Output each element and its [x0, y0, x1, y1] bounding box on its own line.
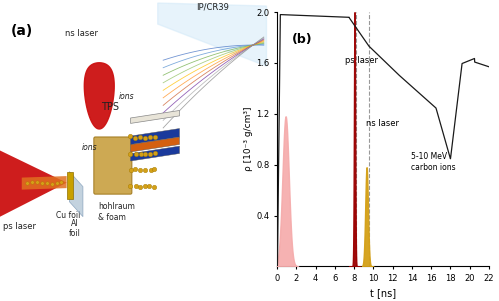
Text: ps laser: ps laser: [2, 222, 36, 231]
Polygon shape: [131, 129, 180, 144]
Text: ns laser: ns laser: [366, 119, 400, 129]
Polygon shape: [0, 150, 67, 217]
Text: Al
foil: Al foil: [69, 219, 81, 238]
X-axis label: t [ns]: t [ns]: [370, 289, 396, 299]
Polygon shape: [22, 176, 67, 190]
Polygon shape: [84, 63, 114, 129]
Polygon shape: [131, 146, 180, 161]
Text: Cu foil: Cu foil: [56, 211, 80, 220]
Text: (b): (b): [292, 33, 312, 45]
Polygon shape: [158, 3, 266, 66]
Y-axis label: ρ [10⁻³ g/cm³]: ρ [10⁻³ g/cm³]: [245, 107, 253, 172]
Polygon shape: [69, 172, 83, 217]
Text: ions: ions: [82, 144, 97, 153]
Text: 5-10 MeV
carbon ions: 5-10 MeV carbon ions: [411, 152, 455, 172]
Text: IP/CR39: IP/CR39: [196, 2, 229, 11]
Text: hohlraum
& foam: hohlraum & foam: [98, 202, 135, 222]
Text: ns laser: ns laser: [65, 29, 98, 38]
Polygon shape: [131, 137, 180, 152]
Bar: [67, 172, 73, 199]
Text: (a): (a): [11, 24, 33, 38]
Text: ions: ions: [118, 92, 134, 101]
Polygon shape: [131, 110, 180, 123]
Text: TPS: TPS: [101, 102, 119, 112]
FancyBboxPatch shape: [94, 137, 132, 194]
Text: ps laser: ps laser: [345, 56, 378, 65]
